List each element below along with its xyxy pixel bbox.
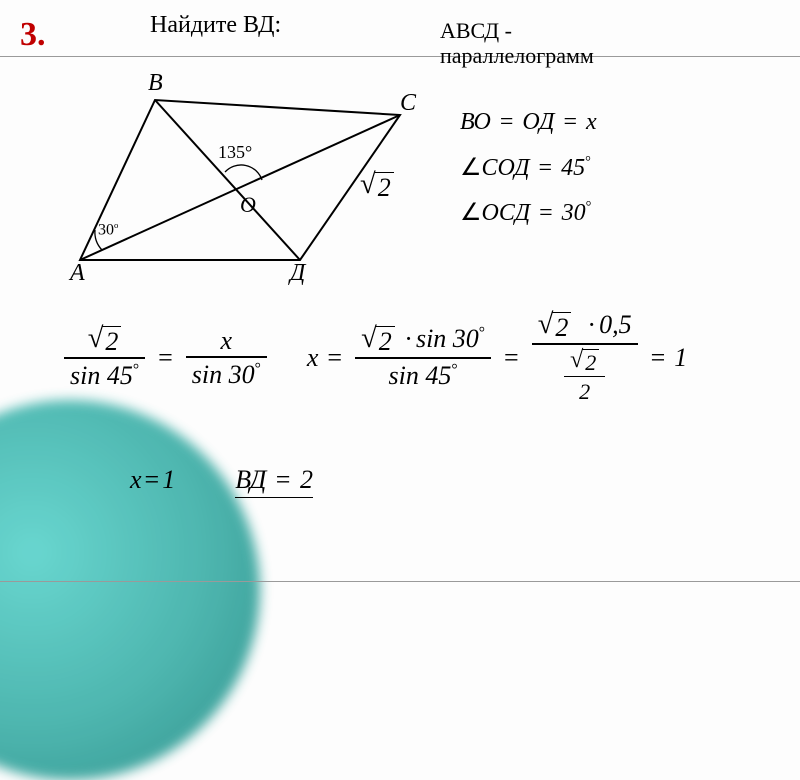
given-line-1: АВСД - <box>440 18 512 43</box>
parallelogram-diagram: А В С Д О 30о 135° √2 <box>40 70 440 280</box>
answer-x: x=1 <box>130 465 175 495</box>
rule-top <box>0 56 800 57</box>
derived-statements: ВО = ОД = x ∠СОД = 45° ∠ОСД = 30° <box>460 100 597 237</box>
answers: x=1 ВД = 2 <box>130 465 313 498</box>
label-O: О <box>240 192 256 218</box>
frac-expand-1: √2 ·sin 30° sin 45° <box>351 324 495 391</box>
corner-accent <box>0 400 260 780</box>
angle-A-label: 30о <box>98 220 118 239</box>
frac-expand-2: √2 ·0,5 √2 2 <box>528 310 642 405</box>
stmt-angle-OCD: ∠ОСД = 30° <box>460 191 597 237</box>
stmt-diagonal-halves: ВО = ОД = x <box>460 100 597 146</box>
answer-BD: ВД = 2 <box>235 465 313 498</box>
rule-bottom <box>0 581 800 582</box>
label-D: Д <box>290 260 305 287</box>
find-title: Найдите ВД: <box>150 12 281 39</box>
law-of-sines-line: √2 sin 45° = x sin 30° x = √2 ·sin 30° s… <box>60 310 760 405</box>
side-CD-label: √2 <box>360 170 394 203</box>
frac-sqrt2-sin45: √2 sin 45° <box>60 324 149 391</box>
label-C: С <box>400 90 416 117</box>
stmt-angle-COD: ∠СОД = 45° <box>460 146 597 192</box>
given-text: АВСД - параллелограмм <box>440 18 594 69</box>
label-A: А <box>70 260 85 287</box>
given-line-2: параллелограмм <box>440 43 594 68</box>
label-B: В <box>148 70 163 97</box>
angle-O-label: 135° <box>218 142 252 163</box>
problem-number: 3. <box>20 16 46 54</box>
frac-x-sin30: x sin 30° <box>182 326 271 390</box>
solution-work: √2 sin 45° = x sin 30° x = √2 ·sin 30° s… <box>60 310 760 405</box>
